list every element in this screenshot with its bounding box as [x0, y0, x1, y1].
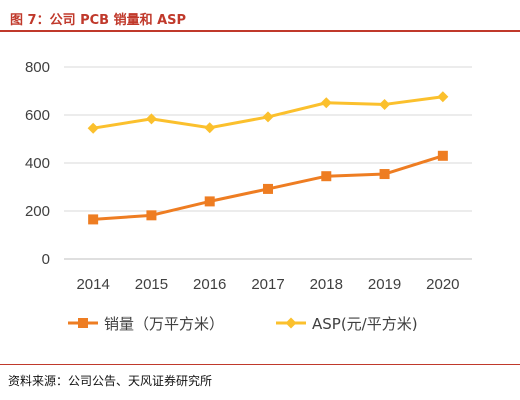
- square-data-point: [263, 183, 273, 194]
- square-data-point: [146, 210, 157, 221]
- x-tick-label: 2020: [426, 276, 459, 293]
- title-divider: [0, 30, 520, 32]
- square-data-point: [379, 169, 390, 180]
- source-divider: [0, 364, 520, 365]
- x-tick-label: 2014: [76, 276, 109, 293]
- y-tick-label: 800: [25, 59, 50, 76]
- source-note: 资料来源：公司公告、天风证券研究所: [8, 374, 213, 388]
- series-volume: [88, 150, 448, 225]
- legend-label: ASP(元/平方米): [312, 315, 418, 333]
- x-tick-label: 2016: [193, 276, 226, 293]
- square-data-point: [321, 171, 332, 182]
- legend-marker: [285, 317, 297, 329]
- x-tick-label: 2015: [135, 276, 168, 293]
- legend-label: 销量（万平方米）: [104, 315, 224, 333]
- square-data-point: [88, 214, 99, 225]
- x-tick-label: 2019: [368, 276, 401, 293]
- y-tick-label: 600: [25, 107, 50, 124]
- legend-item-volume: 销量（万平方米）: [68, 315, 224, 333]
- legend-marker: [78, 318, 88, 328]
- diamond-data-point: [87, 122, 99, 134]
- x-tick-label: 2018: [310, 276, 343, 293]
- diamond-data-point: [204, 122, 216, 134]
- diamond-data-point: [262, 111, 274, 123]
- x-tick-label: 2017: [251, 276, 284, 293]
- figure-title: 图 7：公司 PCB 销量和 ASP: [10, 13, 187, 28]
- diamond-data-point: [145, 113, 157, 125]
- y-tick-label: 400: [25, 155, 50, 172]
- diamond-data-point: [437, 91, 449, 103]
- diamond-data-point: [320, 97, 332, 109]
- series-asp: [87, 91, 449, 134]
- y-tick-label: 0: [42, 251, 50, 268]
- diamond-data-point: [379, 98, 391, 110]
- legend-item-asp: ASP(元/平方米): [276, 315, 418, 333]
- y-tick-label: 200: [25, 203, 50, 220]
- square-data-point: [204, 196, 215, 207]
- square-data-point: [437, 150, 448, 161]
